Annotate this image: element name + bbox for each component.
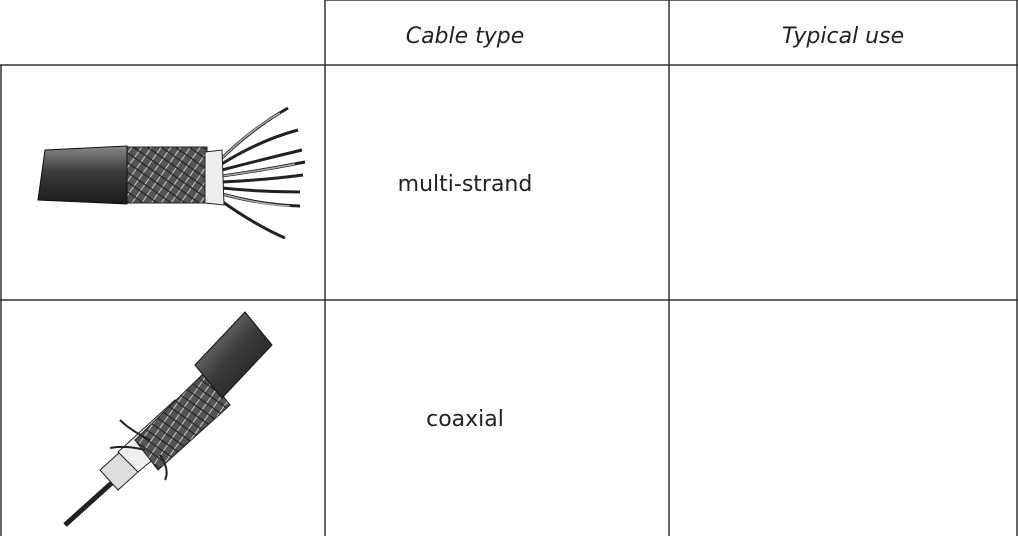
cell: coaxial bbox=[426, 407, 504, 432]
header-cell: Typical use bbox=[782, 24, 904, 49]
coaxial-illustration bbox=[63, 311, 273, 527]
cell: multi-strand bbox=[398, 172, 533, 197]
multi-strand-illustration bbox=[37, 106, 306, 240]
header-cell: Cable type bbox=[406, 24, 525, 49]
